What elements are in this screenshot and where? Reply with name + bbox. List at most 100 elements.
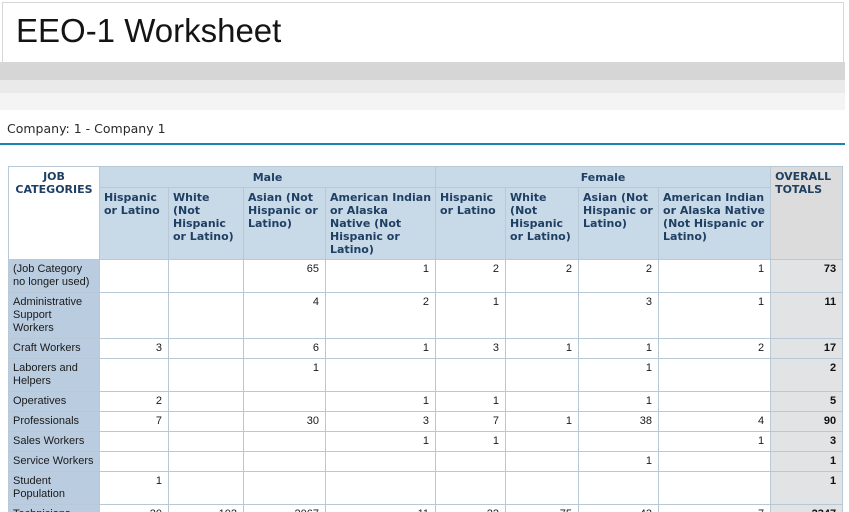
data-cell (169, 359, 244, 392)
data-cell (169, 339, 244, 359)
data-cell (506, 359, 579, 392)
eeo-table-container: JOB CATEGORIES Male Female OVERALL TOTAL… (8, 166, 849, 512)
data-cell: 30 (244, 412, 326, 432)
data-cell (506, 392, 579, 412)
data-cell: 1 (579, 359, 659, 392)
table-row: Craft Workers361311217 (9, 339, 843, 359)
data-cell (506, 432, 579, 452)
row-label: Student Population (9, 472, 100, 505)
table-row: Laborers and Helpers112 (9, 359, 843, 392)
overall-total-cell: 3 (771, 432, 843, 452)
eeo-table: JOB CATEGORIES Male Female OVERALL TOTAL… (8, 166, 843, 512)
data-cell: 1 (579, 452, 659, 472)
data-cell: 1 (326, 392, 436, 412)
data-cell: 75 (506, 505, 579, 512)
data-cell: 22 (436, 505, 506, 512)
overall-total-cell: 90 (771, 412, 843, 432)
data-cell: 2 (506, 260, 579, 293)
header-stripe-3 (0, 93, 845, 110)
data-cell (100, 293, 169, 339)
data-cell: 6 (244, 339, 326, 359)
data-cell: 1 (436, 432, 506, 452)
data-cell: 1 (579, 339, 659, 359)
column-header-row: Hispanic or Latino White (Not Hispanic o… (9, 188, 843, 260)
company-label: Company: 1 - Company 1 (0, 115, 845, 145)
data-cell (244, 392, 326, 412)
row-label: Craft Workers (9, 339, 100, 359)
overall-total-cell: 5 (771, 392, 843, 412)
data-cell (506, 293, 579, 339)
data-cell (169, 412, 244, 432)
overall-total-cell: 1 (771, 452, 843, 472)
data-cell: 43 (579, 505, 659, 512)
data-cell: 1 (659, 293, 771, 339)
data-cell (100, 260, 169, 293)
data-cell (506, 452, 579, 472)
row-label: (Job Category no longer used) (9, 260, 100, 293)
data-cell: 20 (100, 505, 169, 512)
data-cell (169, 392, 244, 412)
data-cell: 2 (659, 339, 771, 359)
data-cell: 1 (326, 260, 436, 293)
data-cell (326, 452, 436, 472)
table-row: Student Population11 (9, 472, 843, 505)
column-header-male-aian: American Indian or Alaska Native (Not Hi… (326, 188, 436, 260)
table-row: Service Workers 1 1 (9, 452, 843, 472)
table-row: Sales Workers1113 (9, 432, 843, 452)
data-cell (169, 452, 244, 472)
data-cell: 1 (659, 260, 771, 293)
overall-totals-header: OVERALL TOTALS (771, 167, 843, 260)
data-cell: 1 (100, 472, 169, 505)
data-cell: 2067 (244, 505, 326, 512)
overall-total-cell: 2 (771, 359, 843, 392)
row-label: Service Workers (9, 452, 100, 472)
data-cell (659, 452, 771, 472)
table-row: Professionals73037138490 (9, 412, 843, 432)
data-cell: 1 (436, 293, 506, 339)
data-cell (169, 293, 244, 339)
data-cell: 2 (579, 260, 659, 293)
data-cell: 65 (244, 260, 326, 293)
data-cell: 1 (506, 412, 579, 432)
data-cell (100, 452, 169, 472)
overall-total-cell: 2347 (771, 505, 843, 512)
header-stripe-2 (0, 80, 845, 93)
data-cell (244, 432, 326, 452)
data-cell: 7 (436, 412, 506, 432)
row-label: Operatives (9, 392, 100, 412)
data-cell: 3 (326, 412, 436, 432)
column-header-female-aian: American Indian or Alaska Native (Not Hi… (659, 188, 771, 260)
column-header-female-white: White (Not Hispanic or Latino) (506, 188, 579, 260)
data-cell (436, 472, 506, 505)
data-cell: 1 (436, 392, 506, 412)
data-cell: 1 (326, 432, 436, 452)
column-header-female-hispanic: Hispanic or Latino (436, 188, 506, 260)
group-header-female: Female (436, 167, 771, 188)
data-cell: 2 (436, 260, 506, 293)
data-cell (169, 432, 244, 452)
data-cell: 2 (326, 293, 436, 339)
table-row: Operatives21115 (9, 392, 843, 412)
data-cell (244, 472, 326, 505)
overall-total-cell: 11 (771, 293, 843, 339)
data-cell (579, 472, 659, 505)
data-cell (326, 359, 436, 392)
column-header-male-asian: Asian (Not Hispanic or Latino) (244, 188, 326, 260)
data-cell: 1 (506, 339, 579, 359)
data-cell: 1 (579, 392, 659, 412)
table-row: Administrative Support Workers4213111 (9, 293, 843, 339)
data-cell: 3 (100, 339, 169, 359)
data-cell: 102 (169, 505, 244, 512)
data-cell (169, 260, 244, 293)
table-body: (Job Category no longer used)651222173Ad… (9, 260, 843, 512)
data-cell: 7 (659, 505, 771, 512)
data-cell (659, 392, 771, 412)
data-cell (506, 472, 579, 505)
column-header-female-asian: Asian (Not Hispanic or Latino) (579, 188, 659, 260)
table-row: (Job Category no longer used)651222173 (9, 260, 843, 293)
data-cell (436, 452, 506, 472)
data-cell: 38 (579, 412, 659, 432)
data-cell (326, 472, 436, 505)
row-label: Administrative Support Workers (9, 293, 100, 339)
row-label: Technicians (9, 505, 100, 512)
